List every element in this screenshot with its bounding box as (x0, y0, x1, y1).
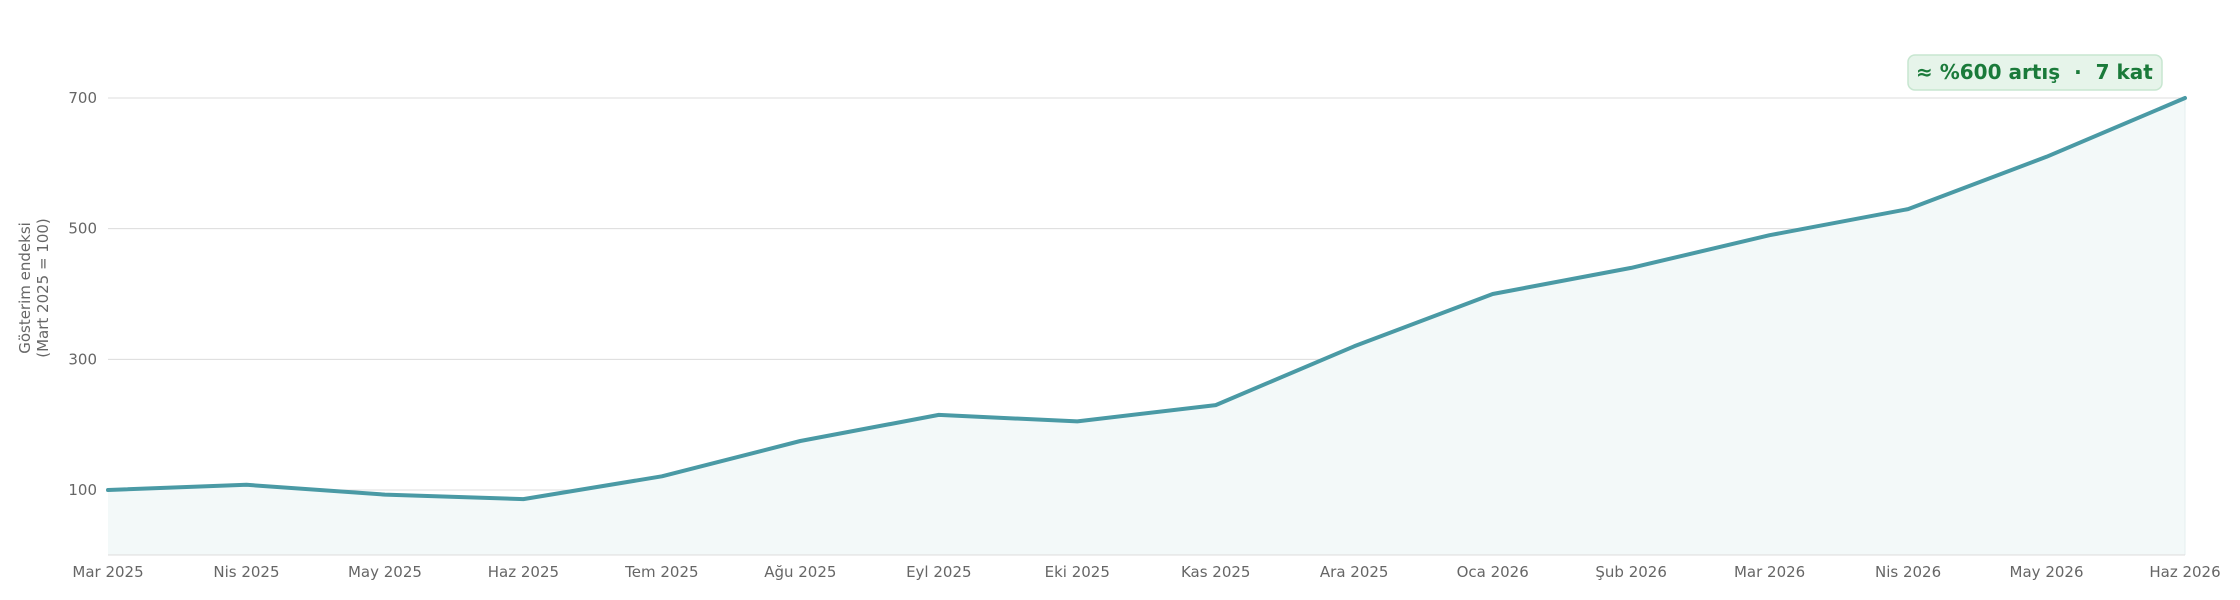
x-tick-label: Mar 2026 (1734, 563, 1805, 581)
growth-annotation: ≈ %600 artış · 7 kat (1907, 54, 2163, 91)
x-tick-label: Nis 2026 (1875, 563, 1941, 581)
x-tick-label: May 2026 (2010, 563, 2084, 581)
y-axis-title-line-2: (Mart 2025 = 100) (34, 218, 52, 358)
y-tick-label: 300 (68, 350, 97, 368)
x-tick-label: Haz 2025 (488, 563, 559, 581)
x-tick-label: Haz 2026 (2149, 563, 2220, 581)
y-tick-label: 100 (68, 481, 97, 499)
y-tick-label: 500 (68, 220, 97, 238)
series-line (106, 96, 2187, 502)
x-tick-labels: Mar 2025 Nis 2025 May 2025 Haz 2025 Tem 2025… (72, 563, 2220, 581)
x-tick-label: May 2025 (348, 563, 422, 581)
series-area-fill (108, 98, 2185, 555)
x-tick-label: Ağu 2025 (764, 563, 836, 581)
x-tick-label: Ara 2025 (1320, 563, 1389, 581)
y-tick-label: 700 (68, 89, 97, 107)
growth-annotation-box (1907, 54, 2163, 91)
x-tick-label: Eki 2025 (1045, 563, 1110, 581)
x-tick-label: Tem 2025 (624, 563, 698, 581)
x-tick-label: Şub 2026 (1595, 563, 1667, 581)
y-axis-title-line-1: Gösterim endeksi (16, 222, 34, 354)
x-tick-label: Eyl 2025 (906, 563, 971, 581)
x-tick-label: Nis 2025 (213, 563, 279, 581)
x-tick-label: Oca 2026 (1457, 563, 1529, 581)
x-tick-label: Kas 2025 (1181, 563, 1251, 581)
y-tick-labels: 100 300 500 700 (68, 89, 97, 499)
growth-annotation-text: ≈ %600 artış · 7 kat (1916, 60, 2153, 84)
x-tick-label: Mar 2025 (72, 563, 143, 581)
